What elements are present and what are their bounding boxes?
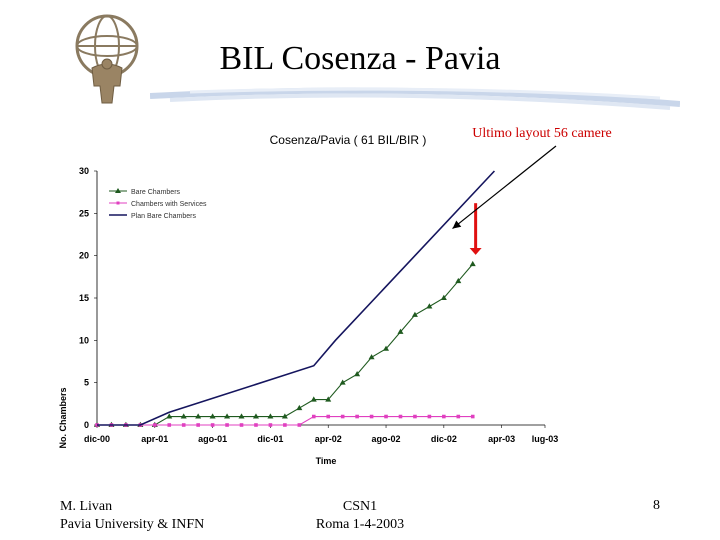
page-number: 8 bbox=[653, 498, 660, 513]
point-bare-chambers-14 bbox=[296, 404, 303, 411]
point-chambers-with-services-12 bbox=[268, 423, 273, 427]
y-tick-label-5: 5 bbox=[84, 378, 89, 388]
point-chambers-with-services-7 bbox=[196, 423, 200, 427]
point-chambers-with-services-15 bbox=[311, 414, 316, 419]
x-tick-label-2: ago-01 bbox=[198, 434, 227, 444]
point-chambers-with-services-20 bbox=[384, 414, 388, 419]
series-line-bare-chambers bbox=[97, 263, 474, 426]
point-chambers-with-services-14 bbox=[297, 423, 302, 427]
point-bare-chambers-5 bbox=[166, 413, 173, 419]
x-tick-label-8: lug-03 bbox=[532, 434, 559, 444]
x-tick-label-6: dic-02 bbox=[431, 434, 457, 444]
annotation-arrow-shaft bbox=[452, 145, 557, 230]
point-bare-chambers-17 bbox=[339, 379, 346, 385]
point-bare-chambers-20 bbox=[383, 345, 390, 351]
point-chambers-with-services-4 bbox=[153, 423, 157, 427]
legend-marker-bare-chambers bbox=[115, 188, 121, 193]
legend-label-plan-bare-chambers: Plan Bare Chambers bbox=[131, 213, 196, 220]
point-chambers-with-services-18 bbox=[355, 414, 359, 419]
x-tick-label-0: dic-00 bbox=[84, 434, 110, 444]
point-bare-chambers-25 bbox=[455, 277, 462, 284]
point-bare-chambers-15 bbox=[310, 396, 317, 402]
footer-meeting-date: Roma 1-4-2003 bbox=[315, 517, 405, 532]
legend-label-bare-chambers: Bare Chambers bbox=[131, 189, 181, 196]
footer-author: M. Livan Pavia University & INFN bbox=[60, 498, 204, 534]
x-tick-label-4: apr-02 bbox=[315, 434, 342, 444]
point-bare-chambers-21 bbox=[397, 328, 404, 334]
point-bare-chambers-12 bbox=[267, 413, 274, 419]
point-bare-chambers-24 bbox=[440, 294, 447, 300]
y-tick-label-15: 15 bbox=[79, 293, 89, 303]
annotation-arrow-head bbox=[452, 220, 462, 229]
legend-marker-chambers-with-services bbox=[116, 201, 120, 205]
red-arrow-head bbox=[469, 248, 482, 255]
y-tick-label-20: 20 bbox=[79, 251, 89, 261]
point-bare-chambers-18 bbox=[354, 371, 361, 377]
point-chambers-with-services-23 bbox=[427, 414, 432, 419]
series-line-plan-bare-chambers bbox=[97, 170, 496, 426]
point-bare-chambers-22 bbox=[411, 311, 418, 317]
point-bare-chambers-7 bbox=[195, 413, 202, 419]
point-chambers-with-services-22 bbox=[413, 414, 417, 419]
x-axis-label: Time bbox=[316, 456, 337, 466]
x-tick-label-5: ago-02 bbox=[372, 434, 401, 444]
point-bare-chambers-16 bbox=[325, 396, 332, 402]
chart-title: Cosenza/Pavia ( 61 BIL/BIR ) bbox=[270, 133, 427, 147]
point-bare-chambers-19 bbox=[368, 354, 375, 360]
point-chambers-with-services-16 bbox=[326, 414, 331, 419]
point-chambers-with-services-9 bbox=[225, 423, 229, 427]
point-bare-chambers-11 bbox=[252, 413, 259, 419]
point-chambers-with-services-17 bbox=[340, 414, 345, 419]
point-chambers-with-services-25 bbox=[456, 414, 461, 419]
footer-meeting-name: CSN1 bbox=[342, 499, 378, 514]
atlas-logo bbox=[75, 14, 139, 104]
point-chambers-with-services-26 bbox=[470, 414, 475, 419]
chart: Cosenza/Pavia ( 61 BIL/BIR ) Ultimo layo… bbox=[58, 126, 612, 466]
point-bare-chambers-10 bbox=[238, 413, 245, 419]
footer-meeting: CSN1 Roma 1-4-2003 bbox=[300, 498, 420, 534]
point-chambers-with-services-13 bbox=[283, 423, 287, 427]
point-chambers-with-services-24 bbox=[442, 414, 446, 419]
y-tick-label-0: 0 bbox=[84, 420, 89, 430]
point-chambers-with-services-10 bbox=[239, 423, 244, 427]
point-bare-chambers-8 bbox=[209, 413, 216, 419]
point-chambers-with-services-6 bbox=[181, 423, 186, 427]
point-chambers-with-services-19 bbox=[369, 414, 374, 419]
y-tick-label-30: 30 bbox=[79, 166, 89, 176]
point-chambers-with-services-5 bbox=[167, 423, 172, 427]
y-tick-label-25: 25 bbox=[79, 208, 89, 218]
point-chambers-with-services-21 bbox=[398, 414, 403, 419]
legend-label-chambers-with-services: Chambers with Services bbox=[131, 201, 207, 208]
point-bare-chambers-26 bbox=[469, 260, 476, 267]
slide-title: BIL Cosenza - Pavia bbox=[219, 40, 501, 77]
y-axis-label: No. Chambers bbox=[58, 387, 68, 448]
point-bare-chambers-6 bbox=[180, 413, 187, 419]
footer-affiliation: Pavia University & INFN bbox=[60, 517, 205, 532]
point-bare-chambers-13 bbox=[281, 413, 288, 419]
footer-author-name: M. Livan bbox=[60, 499, 113, 514]
annotation-text: Ultimo layout 56 camere bbox=[472, 126, 612, 141]
point-bare-chambers-9 bbox=[224, 413, 231, 419]
x-tick-label-1: apr-01 bbox=[141, 434, 168, 444]
point-bare-chambers-23 bbox=[426, 303, 433, 309]
x-tick-label-7: apr-03 bbox=[488, 434, 515, 444]
point-chambers-with-services-8 bbox=[210, 423, 215, 427]
point-chambers-with-services-11 bbox=[254, 423, 258, 427]
title-swoosh-decoration bbox=[150, 87, 680, 110]
y-tick-label-10: 10 bbox=[79, 335, 89, 345]
x-tick-label-3: dic-01 bbox=[257, 434, 283, 444]
